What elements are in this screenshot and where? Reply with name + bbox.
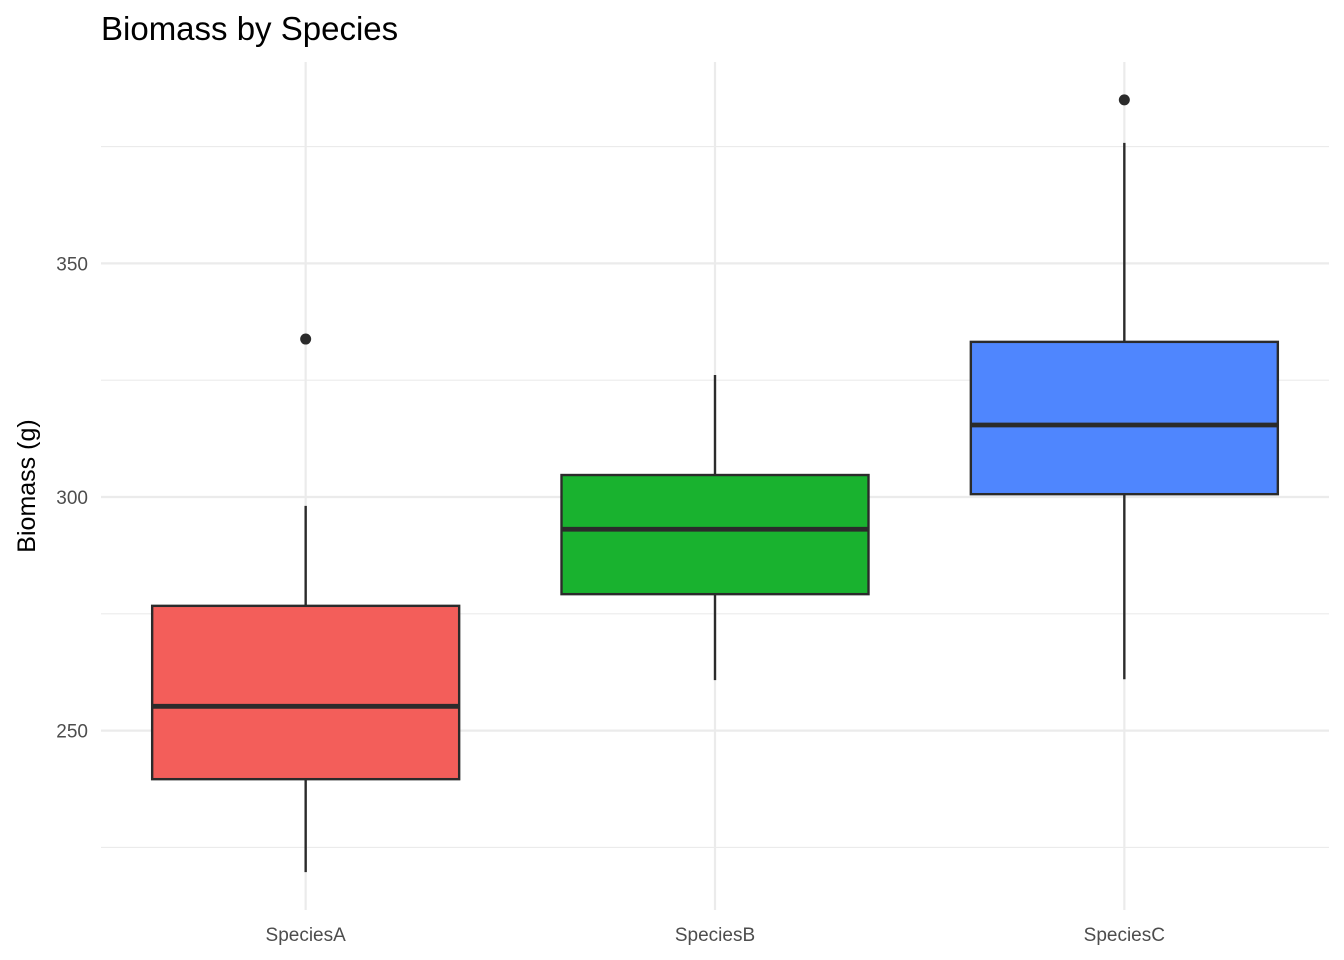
y-tick-label: 300 xyxy=(56,488,88,509)
boxes xyxy=(150,94,1280,873)
iqr-box xyxy=(969,340,1280,496)
y-axis-label: Biomass (g) xyxy=(13,419,41,552)
x-tick-label: SpeciesC xyxy=(1084,925,1165,946)
y-tick-labels: 250 300 350 xyxy=(56,254,88,742)
outlier-point xyxy=(1118,94,1130,106)
iqr-box xyxy=(150,604,461,781)
y-tick-label: 350 xyxy=(56,254,88,275)
chart-title: Biomass by Species xyxy=(101,10,398,47)
y-tick-label: 250 xyxy=(56,722,88,743)
outlier-point xyxy=(300,333,312,345)
x-tick-label: SpeciesA xyxy=(266,925,347,946)
x-tick-label: SpeciesB xyxy=(675,925,755,946)
x-tick-labels: SpeciesA SpeciesB SpeciesC xyxy=(266,925,1165,946)
box-SpeciesA xyxy=(150,333,461,873)
box-SpeciesC xyxy=(969,94,1280,680)
iqr-box xyxy=(560,473,870,596)
box-SpeciesB xyxy=(560,375,870,681)
